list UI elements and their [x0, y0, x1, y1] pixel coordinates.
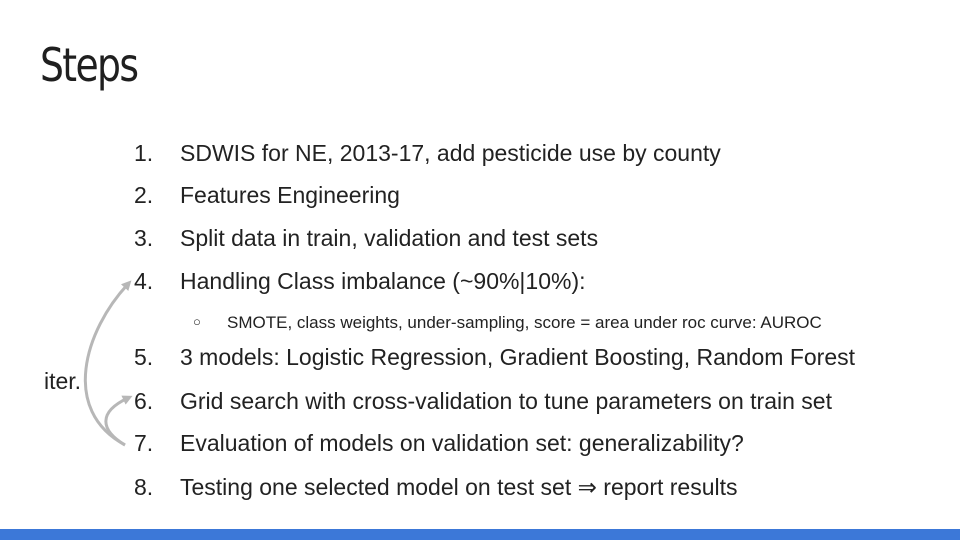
- step-number: 8.: [134, 474, 154, 500]
- step-text: SDWIS for NE, 2013-17, add pesticide use…: [180, 140, 721, 166]
- step-number: 3.: [134, 225, 154, 251]
- sub-bullet-text: SMOTE, class weights, under-sampling, sc…: [227, 313, 822, 332]
- iter-arrow-to-step-6: [104, 395, 133, 447]
- step-item-8: 8. Testing one selected model on test set…: [134, 472, 738, 502]
- step-number: 2.: [134, 182, 154, 208]
- step-item-7: 7. Evaluation of models on validation set…: [134, 428, 744, 458]
- iter-label: iter.: [44, 368, 82, 394]
- step-item-4: 4. Handling Class imbalance (~90%|10%):: [134, 266, 586, 296]
- step-text: Evaluation of models on validation set: …: [180, 430, 744, 456]
- slide-title: Steps: [40, 38, 139, 92]
- step-number: 6.: [134, 388, 154, 414]
- step-text: Handling Class imbalance (~90%|10%):: [180, 268, 586, 294]
- step-number: 7.: [134, 430, 154, 456]
- hollow-circle-bullet-icon: ○: [193, 314, 201, 329]
- step-text: 3 models: Logistic Regression, Gradient …: [180, 344, 855, 370]
- step-text: Grid search with cross-validation to tun…: [180, 388, 832, 414]
- step-text: Split data in train, validation and test…: [180, 225, 599, 251]
- step-item-6: 6. Grid search with cross-validation to t…: [134, 386, 832, 416]
- sub-bullet-item: ○ SMOTE, class weights, under-sampling, s…: [193, 309, 822, 336]
- step-number: 5.: [134, 344, 154, 370]
- step-text: Testing one selected model on test set ⇒…: [180, 474, 738, 500]
- step-item-1: 1. SDWIS for NE, 2013-17, add pesticide u…: [134, 138, 721, 168]
- step-number: 1.: [134, 140, 154, 166]
- iter-arrow-to-step-4: [83, 280, 132, 447]
- step-text: Features Engineering: [180, 182, 400, 208]
- step-number: 4.: [134, 268, 154, 294]
- step-item-3: 3. Split data in train, validation and te…: [134, 223, 598, 253]
- step-item-5: 5. 3 models: Logistic Regression, Gradien…: [134, 342, 855, 372]
- step-item-2: 2. Features Engineering: [134, 180, 400, 210]
- footer-bar: [0, 529, 960, 540]
